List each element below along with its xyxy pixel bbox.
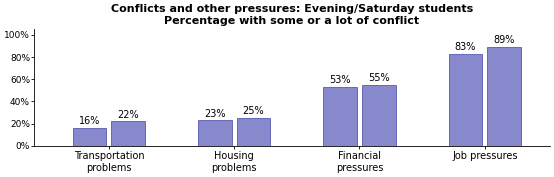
Bar — [324, 87, 357, 146]
Text: 22%: 22% — [117, 110, 139, 120]
Bar — [237, 118, 270, 146]
Bar — [73, 128, 106, 146]
Text: 16%: 16% — [79, 116, 100, 126]
Text: 23%: 23% — [204, 109, 225, 119]
Text: 53%: 53% — [330, 75, 351, 85]
Text: 25%: 25% — [243, 106, 264, 116]
Bar — [449, 54, 483, 146]
Text: 83%: 83% — [455, 42, 476, 52]
Bar — [111, 121, 145, 146]
Bar — [198, 120, 232, 146]
Bar — [487, 47, 521, 146]
Text: 89%: 89% — [494, 35, 515, 45]
Bar — [362, 85, 396, 146]
Text: 55%: 55% — [368, 73, 389, 83]
Title: Conflicts and other pressures: Evening/Saturday students
Percentage with some or: Conflicts and other pressures: Evening/S… — [111, 4, 473, 26]
